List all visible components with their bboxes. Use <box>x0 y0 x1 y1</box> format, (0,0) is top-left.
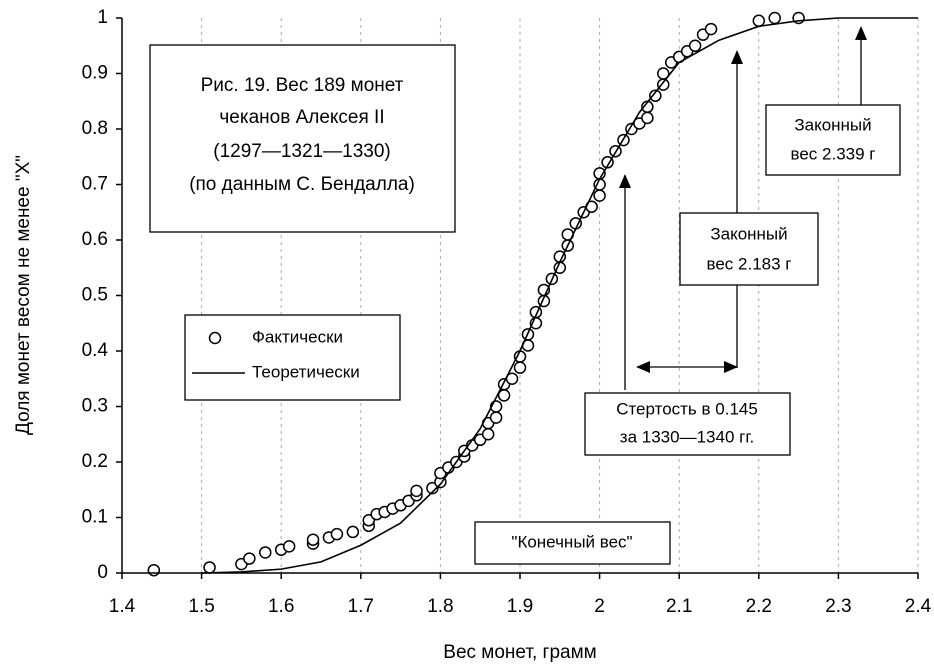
x-tick-label: 2.2 <box>746 596 772 617</box>
data-point <box>657 67 670 80</box>
x-tick-label: 2.4 <box>905 596 932 617</box>
data-point <box>346 525 360 539</box>
data-point <box>410 484 423 498</box>
annotation: "Конечный вес" <box>511 532 632 551</box>
data-point <box>259 546 272 559</box>
annotation: вес 2.183 г <box>707 254 792 273</box>
arrows <box>619 26 867 390</box>
x-tick-label: 2 <box>594 596 605 617</box>
data-point <box>768 11 781 25</box>
theoretical-line <box>201 17 918 574</box>
x-tick-label: 2.3 <box>825 596 851 617</box>
x-tick-label: 1.6 <box>268 596 294 617</box>
data-point <box>704 22 718 36</box>
x-tick-label: 1.5 <box>188 596 214 617</box>
data-point <box>481 428 495 441</box>
data-point <box>688 39 702 52</box>
title-box <box>149 44 456 233</box>
legend-label: Теоретически <box>252 362 360 381</box>
annotation: за 1330—1340 гг. <box>620 427 754 446</box>
legend <box>184 314 401 401</box>
data-point <box>203 561 216 574</box>
annotation-box <box>765 104 901 176</box>
annotation: Законный <box>794 115 871 134</box>
data-point <box>282 540 296 553</box>
data-point <box>330 527 344 541</box>
data-point <box>649 89 662 102</box>
data-point <box>752 14 766 28</box>
annotation: Законный <box>710 224 787 243</box>
y-tick-label: 0.6 <box>82 229 108 250</box>
chart-title: чеканов Алексея II <box>219 107 384 128</box>
y-tick-label: 0.4 <box>82 340 109 361</box>
y-tick-label: 1 <box>97 7 108 28</box>
data-point <box>243 552 256 565</box>
x-tick-label: 1.4 <box>109 596 136 617</box>
x-tick-label: 1.7 <box>348 596 374 617</box>
chart-title: Рис. 19. Вес 189 монет <box>201 75 404 96</box>
data-point <box>306 533 320 546</box>
chart-title: (1297—1321—1330) <box>213 141 390 162</box>
y-tick-label: 0.7 <box>82 174 108 195</box>
y-tick-label: 0.3 <box>82 396 108 417</box>
data-point <box>593 189 606 202</box>
y-tick-label: 0.5 <box>82 285 108 306</box>
y-tick-label: 0 <box>97 562 108 583</box>
data-point <box>641 111 654 125</box>
y-tick-label: 0.9 <box>82 63 108 84</box>
chart-title: (по данным С. Бендалла) <box>189 174 415 195</box>
annotation: Стертость в 0.145 <box>616 399 758 418</box>
y-tick-label: 0.8 <box>82 118 108 139</box>
y-tick-label: 0.1 <box>82 507 108 528</box>
data-point <box>497 389 511 402</box>
annotation-box <box>584 392 791 456</box>
y-axis-label: Доля монет весом не менее "X" <box>13 155 34 435</box>
x-axis-label: Вес монет, грамм <box>443 642 596 663</box>
data-point <box>513 361 527 374</box>
data-point <box>147 563 161 577</box>
x-tick-label: 1.9 <box>507 596 533 617</box>
data-point <box>489 411 503 424</box>
x-tick-label: 1.8 <box>427 596 453 617</box>
annotation-box <box>474 521 671 565</box>
legend-marker <box>208 331 222 345</box>
annotation: вес 2.339 г <box>791 144 876 163</box>
x-tick-label: 2.1 <box>666 596 692 617</box>
y-tick-label: 0.2 <box>82 451 108 472</box>
legend-label: Фактически <box>252 327 343 346</box>
annotation-box <box>679 212 819 286</box>
